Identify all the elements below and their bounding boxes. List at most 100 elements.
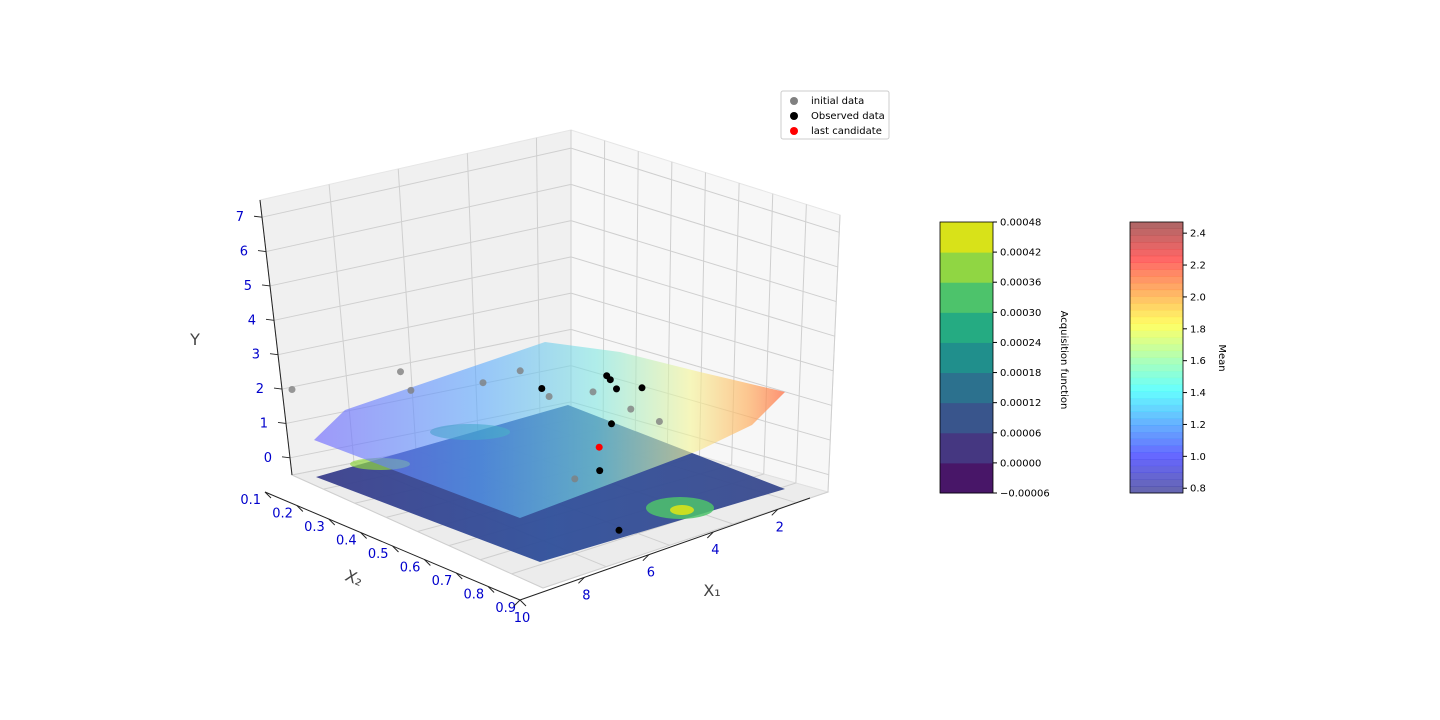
colorbar-mean-label: Mean <box>1216 344 1227 371</box>
acquisition-colorbar-tick-label: 0.00030 <box>1000 308 1041 319</box>
point-last-candidate <box>595 443 603 451</box>
z-tick-label: 5 <box>244 279 252 294</box>
acquisition-peak-core <box>670 505 694 515</box>
mean-colorbar-step <box>1130 432 1183 440</box>
mean-colorbar-tick-label: 1.4 <box>1190 388 1206 399</box>
mean-colorbar-step <box>1130 459 1183 467</box>
mean-colorbar-step <box>1130 465 1183 473</box>
acquisition-colorbar-band <box>940 372 993 404</box>
point-observed-data <box>596 467 604 475</box>
y-tick-label: 0.3 <box>304 520 325 535</box>
y-tick-mark <box>455 572 463 580</box>
point-observed-data <box>613 385 620 393</box>
z-tick-label: 7 <box>236 210 244 225</box>
legend-label-last-candidate: last candidate <box>811 126 882 137</box>
mean-colorbar-tick-label: 1.0 <box>1190 452 1206 463</box>
z-tick-mark <box>253 215 263 218</box>
point-initial-data <box>655 418 663 425</box>
mean-colorbar-step <box>1130 228 1183 236</box>
mean-colorbar-step <box>1130 357 1183 365</box>
point-initial-data <box>288 386 296 393</box>
y-tick-label: 0.6 <box>400 561 421 576</box>
y-tick-mark <box>519 599 527 607</box>
legend-marker-initial-data <box>790 97 798 105</box>
legend: initial data Observed data last candidat… <box>780 90 890 140</box>
mean-colorbar-tick-label: 1.6 <box>1190 356 1206 367</box>
acquisition-colorbar-tick-label: 0.00042 <box>1000 248 1041 259</box>
mean-colorbar-step <box>1130 438 1183 446</box>
colorbar-acquisition-label: Acquisition function <box>1058 311 1069 410</box>
mean-colorbar-step <box>1130 377 1183 385</box>
z-tick-mark <box>269 353 279 356</box>
mean-colorbar-tick-label: 0.8 <box>1190 484 1206 495</box>
y-tick-mark <box>360 532 367 539</box>
y-tick-mark <box>487 586 495 593</box>
acquisition-colorbar-tick-label: 0.00048 <box>1000 218 1041 229</box>
x-tick-mark <box>706 531 714 539</box>
mean-colorbar-tick-label: 2.2 <box>1190 261 1206 272</box>
mean-colorbar-step <box>1130 262 1183 270</box>
z-tick-mark <box>277 421 287 424</box>
mean-colorbar-step <box>1130 418 1183 426</box>
legend-label-observed-data: Observed data <box>811 111 885 122</box>
point-observed-data <box>638 384 646 392</box>
acquisition-colorbar-band <box>940 342 993 374</box>
x-tick-label: 4 <box>711 543 719 558</box>
mean-colorbar-step <box>1130 282 1183 291</box>
mean-colorbar-step <box>1130 486 1183 494</box>
y-tick-label: 0.1 <box>240 493 261 508</box>
colorbar-mean: 0.8 1.0 1.2 1.4 1.6 1.8 2.0 2.2 2.4 <box>1129 221 1206 495</box>
grid-line-y <box>511 204 807 575</box>
x-tick-label: 6 <box>647 566 655 581</box>
mean-colorbar-step <box>1130 316 1183 324</box>
acquisition-colorbar-tick-label: 0.00036 <box>1000 278 1041 289</box>
mean-colorbar-step <box>1130 343 1183 352</box>
tick-labels: 0 1 2 3 4 5 6 7 0.1 0.2 0.3 0.4 0.5 0.6 0.7 0.8 0.9 2 4 6 8 1… <box>236 210 784 626</box>
acquisition-colorbar-band <box>940 432 993 464</box>
legend-frame <box>780 90 890 140</box>
z-tick-mark <box>265 318 275 321</box>
z-tick-mark <box>261 284 271 287</box>
mean-colorbar-tick-label: 2.0 <box>1190 292 1206 303</box>
acquisition-colorbar-tick-label: 0.00024 <box>1000 338 1041 349</box>
mean-colorbar-step <box>1130 310 1183 318</box>
acquisition-colorbar-tick-label: 0.00012 <box>1000 398 1041 409</box>
z-tick-label: 2 <box>256 382 264 397</box>
mean-colorbar-tick-label: 1.8 <box>1190 324 1206 335</box>
mean-colorbar-step <box>1130 350 1183 358</box>
y-tick-label: 0.8 <box>463 588 484 603</box>
colorbar-acquisition: −0.00006 0.00000 0.00006 0.00012 0.00018 0.00… <box>939 218 1050 500</box>
y-tick-label: 0.5 <box>368 547 389 562</box>
z-axis-line <box>259 199 293 476</box>
acquisition-colorbar-band <box>940 282 993 313</box>
y-tick-mark <box>328 518 336 526</box>
mean-colorbar-step <box>1130 289 1183 297</box>
mean-colorbar-step <box>1130 330 1183 338</box>
mean-colorbar-tick-label: 1.2 <box>1190 420 1206 431</box>
y-tick-label: 0.7 <box>432 574 453 589</box>
mean-colorbar-step <box>1130 337 1183 345</box>
z-tick-label: 1 <box>260 416 268 431</box>
point-observed-data <box>606 376 614 384</box>
point-observed-data <box>608 420 615 428</box>
axes-3d: 0 1 2 3 4 5 6 7 0.1 0.2 0.3 0.4 0.5 0.6 0.7 0.8 0.9 2 4 6 8 1… <box>189 129 841 626</box>
mean-colorbar-step <box>1130 276 1183 284</box>
legend-marker-last-candidate <box>790 127 798 135</box>
mean-colorbar-step <box>1130 296 1183 304</box>
y-tick-label: 0.9 <box>495 601 516 616</box>
mean-colorbar-step <box>1130 255 1183 263</box>
mean-colorbar-step <box>1130 222 1183 230</box>
z-tick-label: 3 <box>252 348 260 363</box>
mean-colorbar-step <box>1130 364 1183 372</box>
mean-colorbar-step <box>1130 249 1183 257</box>
z-tick-label: 4 <box>248 313 256 328</box>
mean-colorbar-step <box>1130 479 1183 487</box>
point-initial-data <box>627 405 635 413</box>
y-axis-label: X₂ <box>342 566 365 590</box>
z-tick-label: 0 <box>264 451 272 466</box>
point-initial-data <box>516 367 524 375</box>
point-initial-data <box>571 475 579 483</box>
mean-colorbar-step <box>1130 425 1183 433</box>
x-tick-mark <box>578 576 585 584</box>
